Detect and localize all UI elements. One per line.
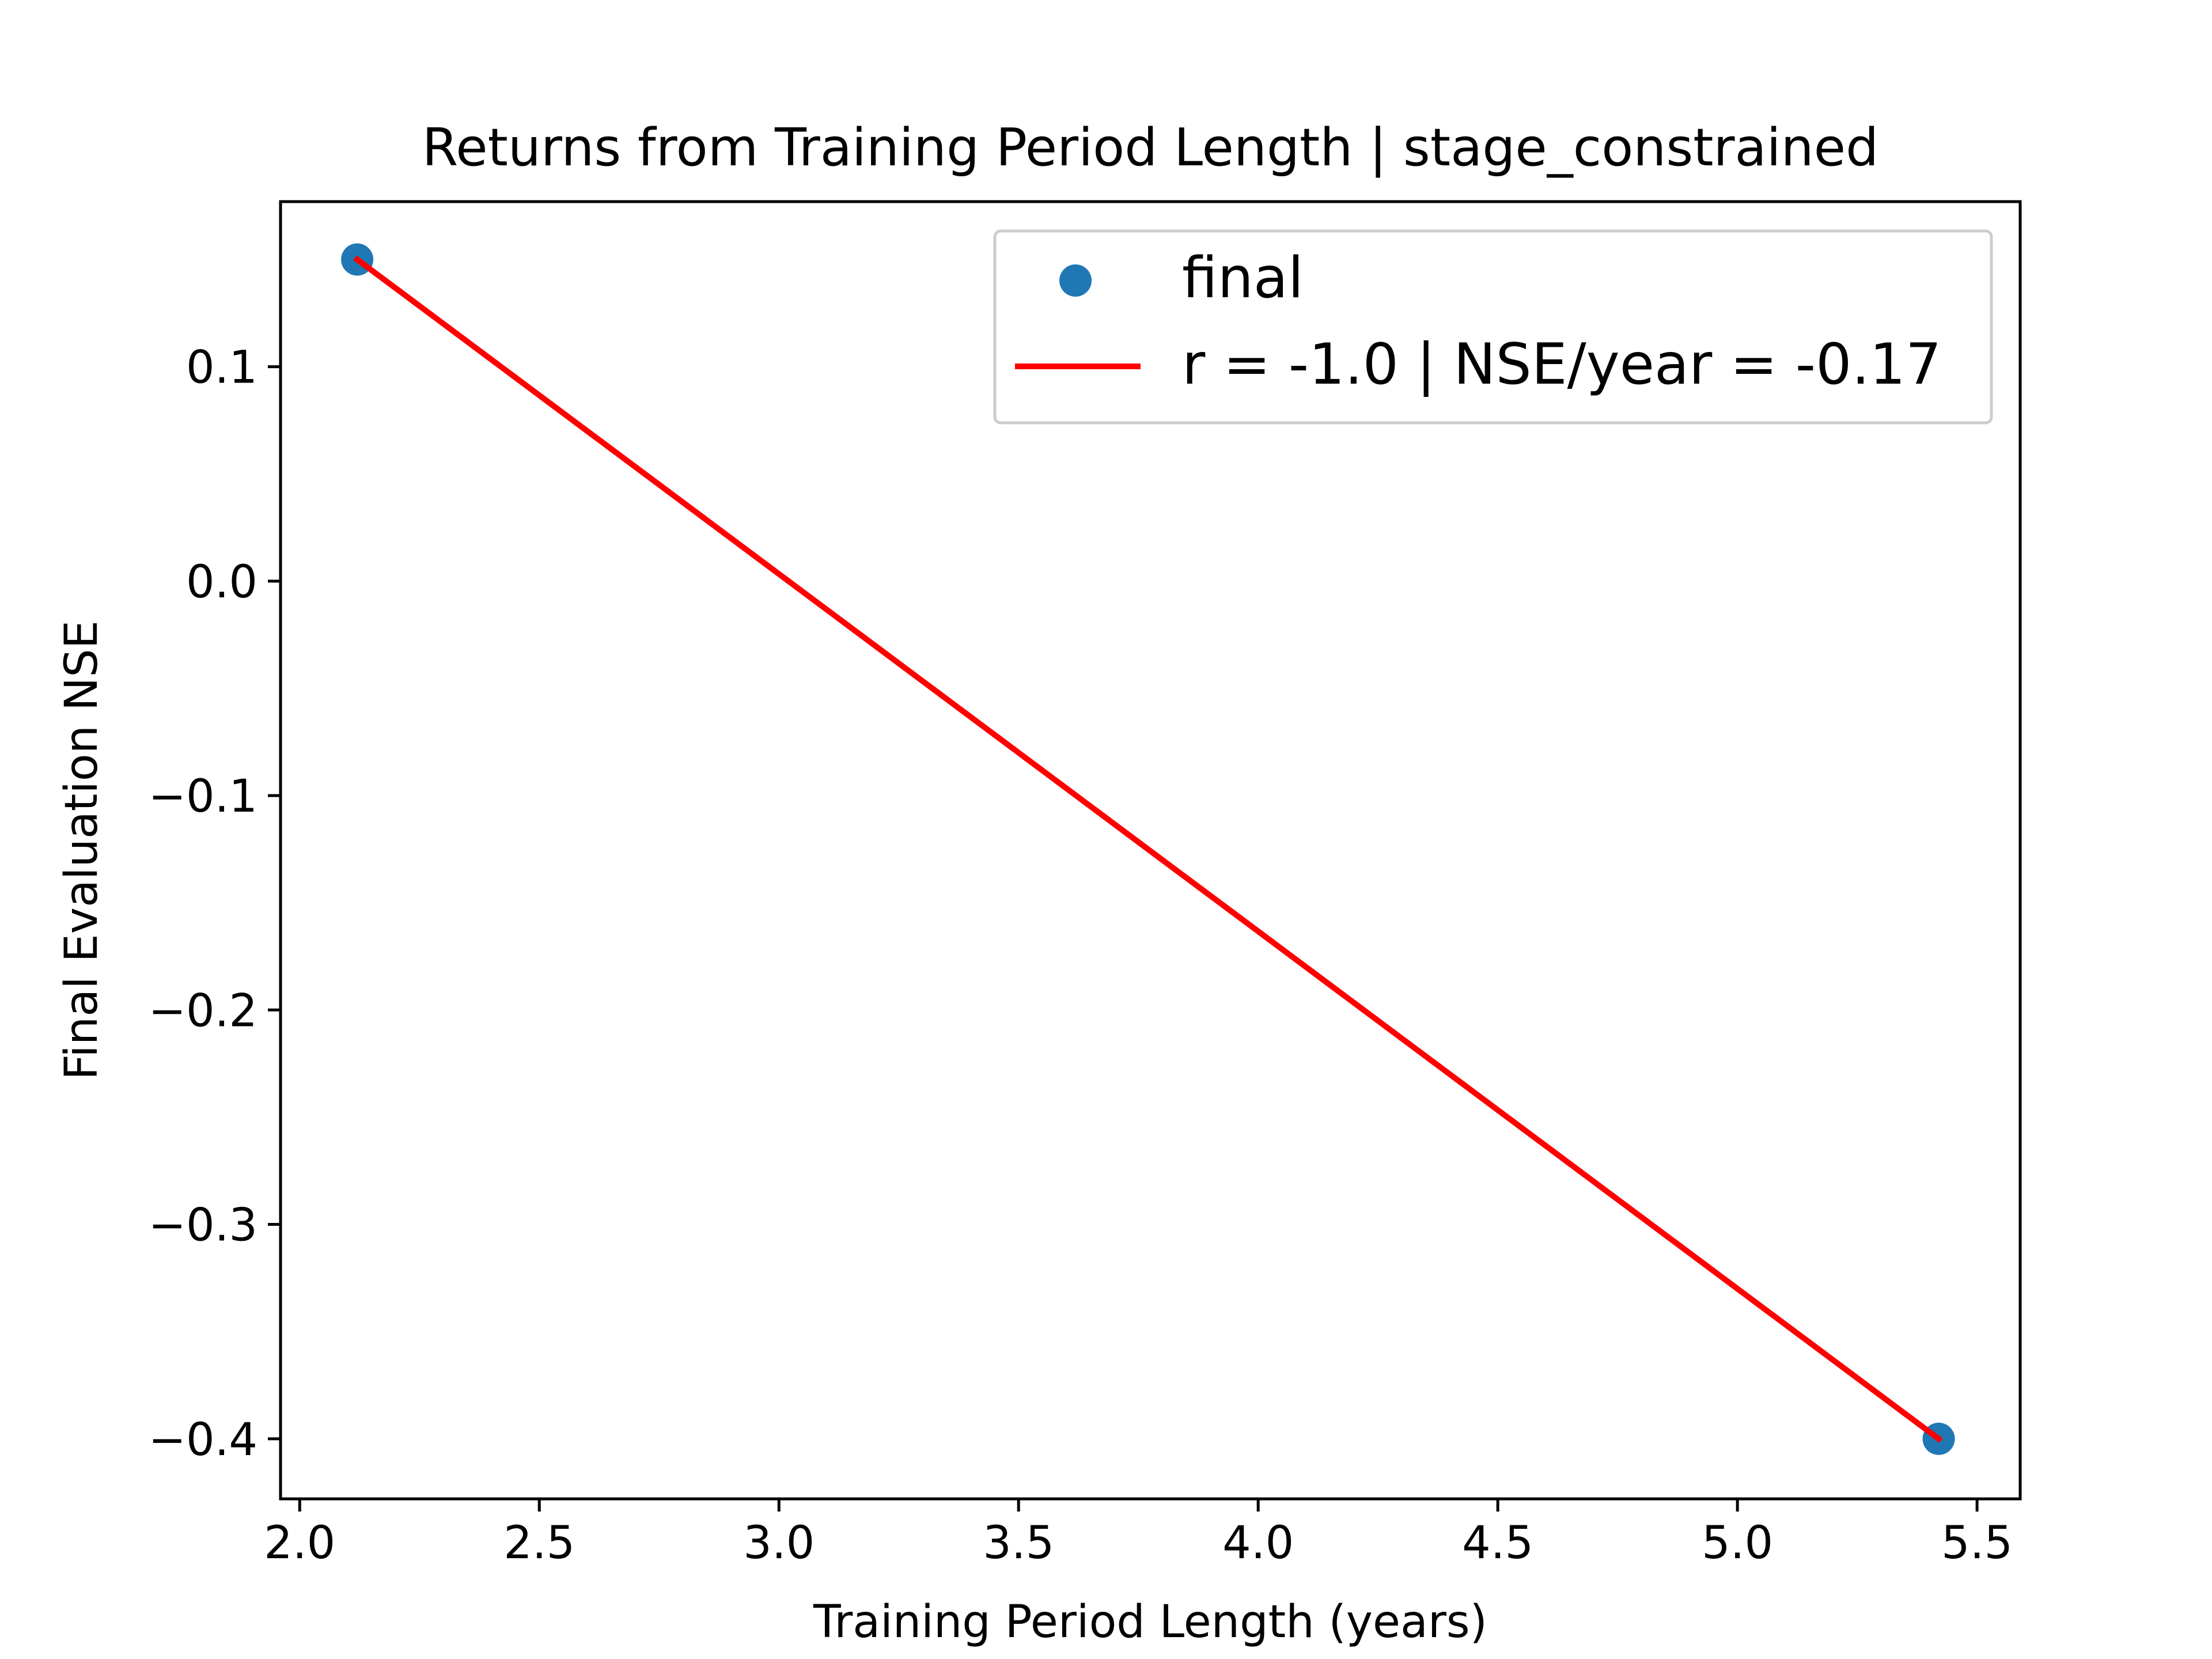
y-tick-label: 0.0 xyxy=(186,556,257,608)
legend-marker-final xyxy=(1059,264,1092,297)
x-tick-label: 4.0 xyxy=(1222,1517,1294,1569)
y-tick-label: −0.2 xyxy=(149,985,257,1037)
y-tick-label: −0.3 xyxy=(149,1200,257,1252)
legend-box xyxy=(993,229,1993,425)
x-tick-label: 2.5 xyxy=(503,1517,575,1569)
x-tick-label: 5.5 xyxy=(1941,1517,2013,1569)
y-tick-label: 0.1 xyxy=(186,342,257,394)
y-axis: 0.1 0.0 −0.1 −0.2 −0.3 −0.4 xyxy=(149,342,281,1466)
plot-area xyxy=(341,243,1955,1455)
axes-frame xyxy=(279,200,2022,1501)
legend: final r = -1.0 | NSE/year = -0.17 xyxy=(993,229,1993,425)
legend-label-final: final xyxy=(1182,245,1304,311)
y-axis-label: Final Evaluation NSE xyxy=(56,620,108,1080)
x-axis: 2.0 2.5 3.0 3.5 4.0 4.5 5.0 5.5 xyxy=(264,1499,2013,1569)
legend-label-fit: r = -1.0 | NSE/year = -0.17 xyxy=(1182,332,1941,397)
y-tick-label: −0.1 xyxy=(149,771,257,823)
x-tick-label: 2.0 xyxy=(264,1517,335,1569)
x-axis-label: Training Period Length (years) xyxy=(813,1596,1487,1648)
x-tick-label: 4.5 xyxy=(1462,1517,1533,1569)
x-tick-label: 5.0 xyxy=(1702,1517,1773,1569)
y-tick-label: −0.4 xyxy=(149,1414,257,1466)
chart-title: Returns from Training Period Length | st… xyxy=(422,118,1878,178)
x-tick-label: 3.5 xyxy=(983,1517,1054,1569)
fit-line xyxy=(353,255,1943,1443)
x-tick-label: 3.0 xyxy=(743,1517,815,1569)
